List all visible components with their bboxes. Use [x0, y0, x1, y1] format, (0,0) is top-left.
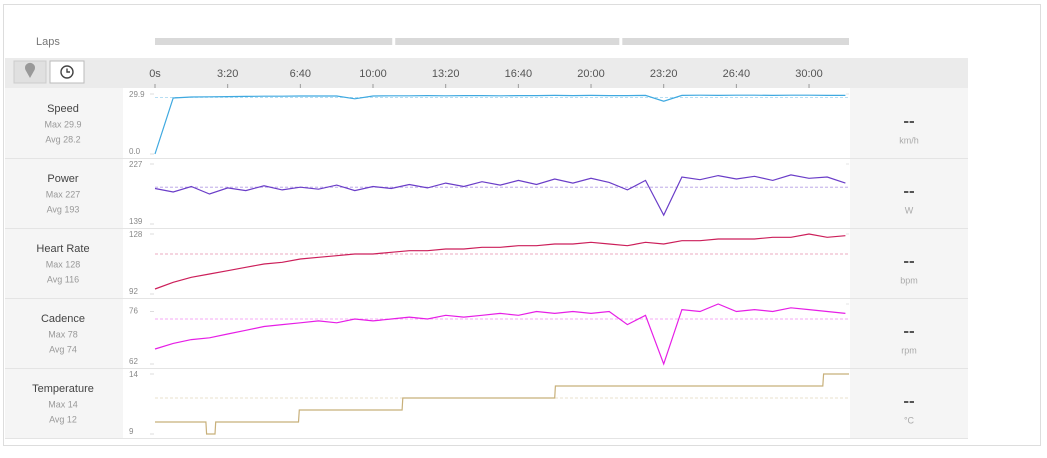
panel-name: Power	[47, 173, 79, 185]
panel-current: --	[903, 251, 914, 270]
y-tick-label: 9	[129, 427, 134, 436]
panel-name: Speed	[47, 103, 79, 115]
x-tick-label: 26:40	[723, 68, 751, 80]
x-tick-label: 30:00	[795, 68, 823, 80]
x-tick-label: 10:00	[359, 68, 387, 80]
panel-name: Cadence	[41, 313, 85, 325]
panel-current: --	[903, 181, 914, 200]
panel-max: Max 128	[46, 259, 81, 269]
y-tick-label: 227	[129, 160, 143, 169]
time-axis-band	[5, 58, 968, 88]
y-tick-label: 14	[129, 370, 138, 379]
panel-current: --	[903, 321, 914, 340]
panel-max: Max 78	[48, 329, 78, 339]
y-tick-label: 76	[129, 307, 138, 316]
x-tick-label: 6:40	[290, 68, 311, 80]
x-tick-label: 16:40	[505, 68, 533, 80]
y-tick-label: 128	[129, 230, 143, 239]
x-tick-label: 3:20	[217, 68, 238, 80]
map-button[interactable]	[13, 60, 47, 84]
lap-bar	[622, 38, 849, 45]
x-tick-label: 0s	[149, 68, 161, 80]
panel-unit: bpm	[900, 275, 918, 285]
x-tick-label: 13:20	[432, 68, 460, 80]
lap-bar	[155, 38, 393, 45]
data-line	[155, 373, 849, 435]
laps-label: Laps	[36, 36, 60, 48]
label-column	[5, 88, 123, 438]
y-tick-label: 139	[129, 217, 143, 226]
panel-current: --	[903, 391, 914, 410]
panel-unit: °C	[904, 415, 915, 425]
lap-bar	[395, 38, 620, 45]
panel-avg: Avg 12	[49, 414, 77, 424]
panel-avg: Avg 116	[47, 274, 79, 284]
x-tick-label: 20:00	[577, 68, 605, 80]
panel-name: Temperature	[32, 383, 94, 395]
data-line	[154, 303, 846, 366]
panel-unit: W	[905, 205, 914, 215]
panel-avg: Avg 74	[49, 344, 77, 354]
y-tick-label: 92	[129, 287, 138, 296]
data-line	[154, 94, 846, 155]
panel-max: Max 14	[48, 399, 78, 409]
panel-avg: Avg 28.2	[45, 134, 80, 144]
panel-unit: rpm	[901, 345, 917, 355]
panel-name: Heart Rate	[36, 243, 89, 255]
y-tick-label: 0.0	[129, 147, 141, 156]
data-line	[154, 174, 846, 217]
data-line	[154, 233, 846, 290]
y-tick-label: 29.9	[129, 90, 145, 99]
panel-unit: km/h	[899, 135, 919, 145]
panel-max: Max 29.9	[44, 119, 81, 129]
value-column	[850, 88, 968, 438]
time-button[interactable]	[49, 60, 85, 84]
panel-max: Max 227	[46, 189, 81, 199]
panel-avg: Avg 193	[47, 204, 80, 214]
x-tick-label: 23:20	[650, 68, 678, 80]
y-tick-label: 62	[129, 357, 138, 366]
panel-current: --	[903, 111, 914, 130]
